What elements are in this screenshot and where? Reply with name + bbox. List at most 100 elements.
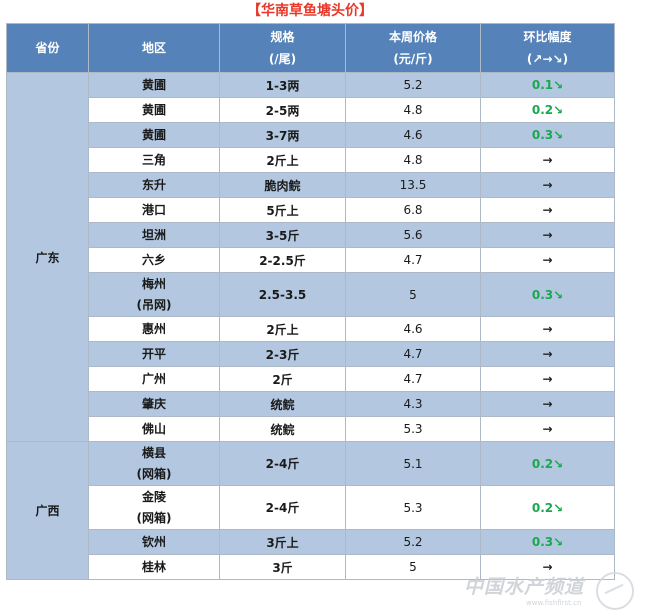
price-value: 13.5 [399, 178, 427, 192]
change-value: 0.3↘ [531, 535, 564, 549]
spec-value: 统鲩 [270, 397, 295, 412]
price-value: 5.6 [403, 228, 423, 242]
header-change: 环比幅度 (↗→↘) [480, 23, 615, 73]
change-cell: → [480, 247, 615, 273]
region-cell: 横县 (网箱) [88, 441, 220, 486]
price-cell: 4.7 [345, 341, 481, 367]
price-value: 4.7 [403, 347, 423, 361]
table-row: 港口 5斤上 6.8 → [7, 197, 615, 223]
table-row: 桂林 3斤 5 → [7, 554, 615, 580]
spec-value: 2.5-3.5 [258, 287, 307, 302]
price-value: 4.6 [403, 322, 423, 336]
price-cell: 5 [345, 554, 481, 580]
region-cell: 桂林 [88, 554, 220, 580]
spec-cell: 3斤 [219, 554, 346, 580]
change-value: 0.2↘ [531, 500, 564, 515]
change-cell: → [480, 316, 615, 342]
change-value: 0.2↘ [531, 456, 564, 471]
watermark-text: 中国水产频道 [464, 576, 585, 598]
price-cell: 4.6 [345, 122, 481, 148]
spec-cell: 统鲩 [219, 391, 346, 417]
price-cell: 5.6 [345, 222, 481, 248]
change-cell: 0.2↘ [480, 485, 615, 530]
change-cell: → [480, 416, 615, 442]
header-change-line1: 环比幅度 [523, 30, 572, 44]
price-value: 5.1 [403, 456, 423, 471]
region-line: 六乡 [141, 252, 166, 267]
change-value: → [542, 372, 553, 386]
price-value: 4.3 [403, 397, 423, 411]
region-line: 黄圃 [141, 127, 166, 142]
change-cell: → [480, 222, 615, 248]
region-line: 坦洲 [141, 227, 166, 242]
region-cell: 梅州 (吊网) [88, 272, 220, 317]
change-value: → [542, 422, 553, 436]
header-price-line1: 本周价格 [388, 30, 437, 44]
change-cell: → [480, 197, 615, 223]
header-spec-line1: 规格 [270, 30, 295, 44]
spec-cell: 2斤上 [219, 316, 346, 342]
spec-cell: 脆肉鲩 [219, 172, 346, 198]
spec-cell: 3-7两 [219, 122, 346, 148]
price-cell: 6.8 [345, 197, 481, 223]
table-row: 六乡 2-2.5斤 4.7 → [7, 247, 615, 273]
change-value: 0.3↘ [531, 128, 564, 142]
change-value: 0.3↘ [531, 287, 564, 302]
change-cell: → [480, 341, 615, 367]
table-row: 广西 横县 (网箱) 2-4斤 5.1 0.2↘ [6, 441, 615, 580]
region-cell: 金陵 (网箱) [88, 485, 220, 530]
region-line: 佛山 [141, 421, 166, 436]
price-cell: 5.1 [345, 441, 481, 486]
spec-cell: 2.5-3.5 [219, 272, 346, 317]
change-value: 0.2↘ [531, 103, 564, 117]
region-line: 港口 [141, 202, 166, 217]
region-cell: 港口 [88, 197, 220, 223]
table-body: 广东 黄圃 1-3两 5.2 0.1↘ 黄圃 2-5两 4.8 0.2↘ 黄圃 3-7两 4.6 0.3… [6, 72, 615, 580]
table-row: 惠州 2斤上 4.6 → [7, 316, 615, 342]
price-value: 4.7 [403, 253, 423, 267]
spec-value: 2-3斤 [265, 347, 300, 362]
price-value: 4.8 [403, 103, 423, 117]
spec-cell: 2斤上 [219, 147, 346, 173]
spec-value: 1-3两 [265, 78, 300, 93]
spec-value: 统鲩 [270, 422, 295, 437]
header-spec-line2: (/尾) [268, 52, 297, 66]
change-value: → [542, 397, 553, 411]
price-value: 6.8 [403, 203, 423, 217]
price-value: 5.3 [403, 422, 423, 436]
header-price: 本周价格 (元/斤) [345, 23, 481, 73]
change-cell: → [480, 366, 615, 392]
change-cell: → [480, 172, 615, 198]
region-line: 钦州 [141, 534, 166, 549]
price-cell: 4.8 [345, 147, 481, 173]
header-row: 省份 地区 规格 (/尾) 本周价格 (元/斤) 环比幅度 (↗→↘) [6, 23, 615, 73]
change-cell: → [480, 554, 615, 580]
region-line: 黄圃 [141, 102, 166, 117]
change-cell: 0.3↘ [480, 529, 615, 555]
region-cell: 六乡 [88, 247, 220, 273]
region-line: 肇庆 [141, 396, 166, 411]
change-value: → [542, 203, 553, 217]
price-value: 5 [409, 560, 417, 574]
spec-cell: 2-4斤 [219, 485, 346, 530]
table-row: 开平 2-3斤 4.7 → [7, 341, 615, 367]
price-value: 5.2 [403, 78, 423, 92]
spec-value: 2斤上 [266, 322, 299, 337]
region-line: 广州 [141, 371, 166, 386]
table-row: 黄圃 3-7两 4.6 0.3↘ [7, 122, 615, 148]
change-cell: 0.3↘ [480, 122, 615, 148]
region-cell: 开平 [88, 341, 220, 367]
spec-value: 3-7两 [265, 128, 300, 143]
price-cell: 5.2 [345, 72, 481, 98]
table-row: 钦州 3斤上 5.2 0.3↘ [7, 529, 615, 555]
table-row: 佛山 统鲩 5.3 → [7, 416, 615, 442]
price-cell: 5 [345, 272, 481, 317]
header-region: 地区 [88, 23, 220, 73]
region-cell: 黄圃 [88, 72, 220, 98]
region-line: 黄圃 [141, 77, 166, 92]
spec-value: 2-2.5斤 [259, 253, 306, 268]
table-title: 【华南草鱼塘头价】 [247, 3, 373, 19]
change-cell: 0.2↘ [480, 441, 615, 486]
change-value: → [542, 153, 553, 167]
price-cell: 13.5 [345, 172, 481, 198]
